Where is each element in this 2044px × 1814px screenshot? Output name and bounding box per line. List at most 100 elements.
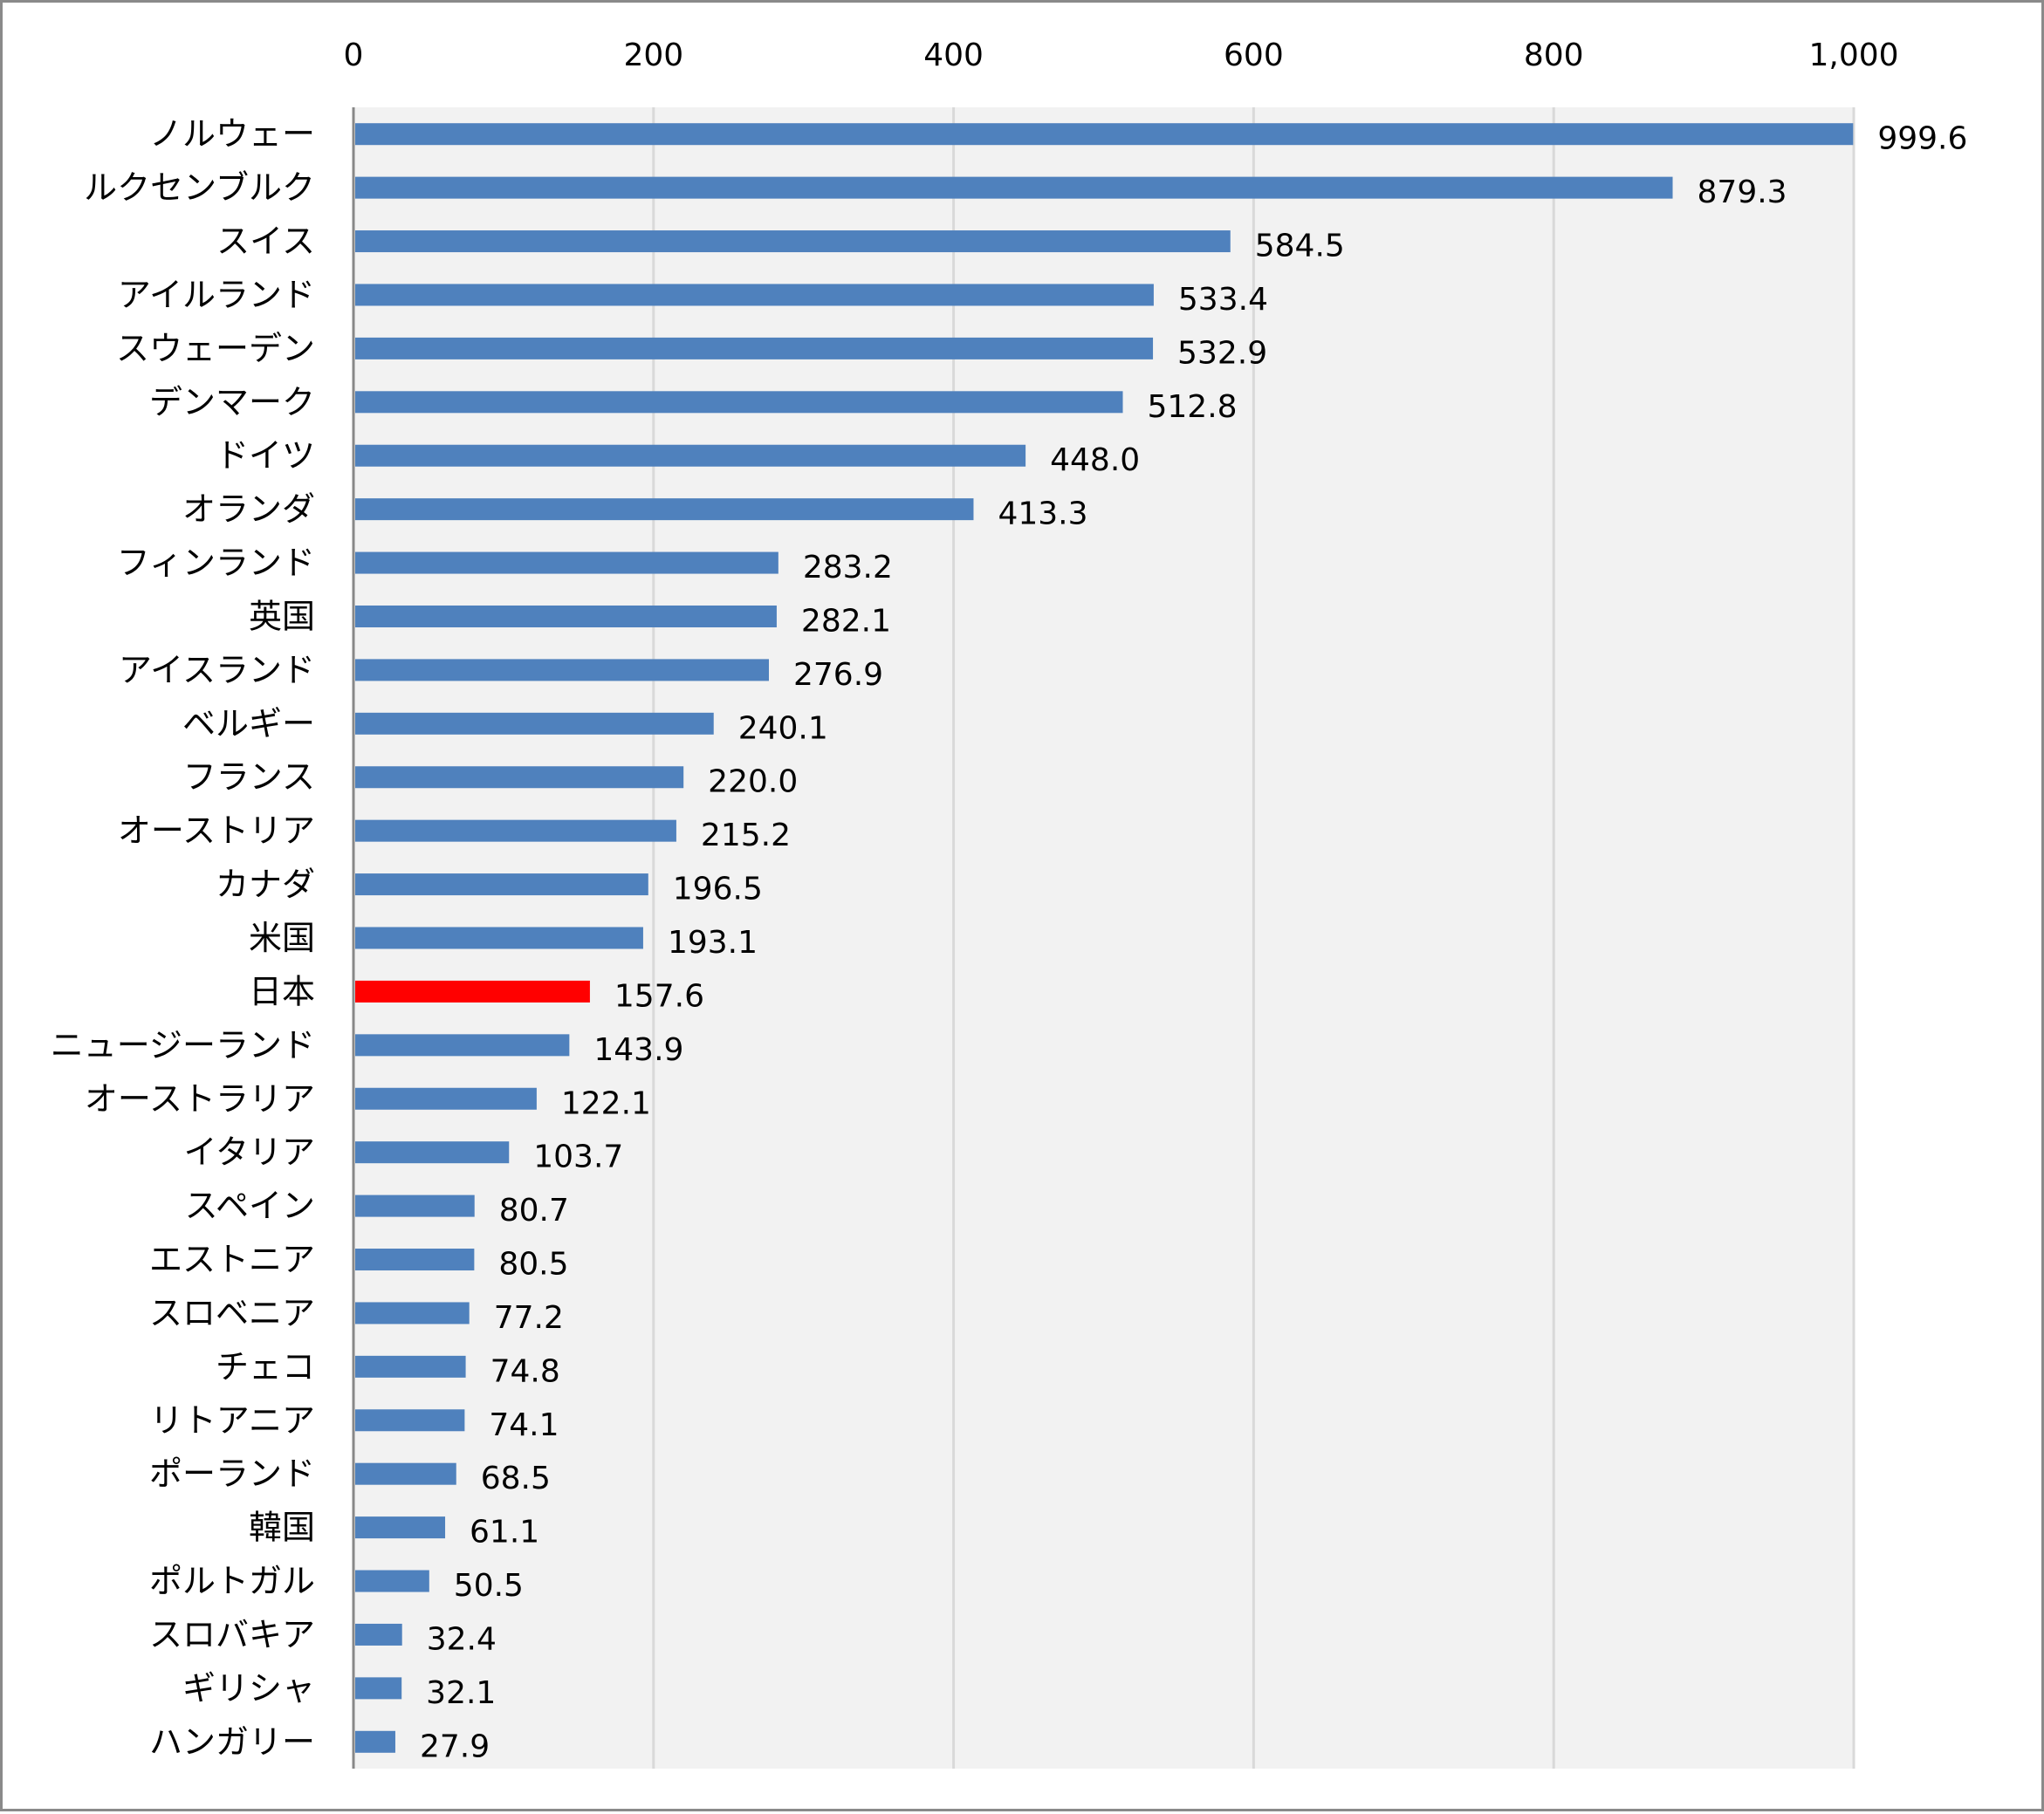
bar-series bbox=[355, 1249, 475, 1271]
data-label: 532.9 bbox=[1177, 335, 1267, 371]
bar-series bbox=[355, 1087, 537, 1110]
category-label: エストニア bbox=[149, 1241, 315, 1279]
bar-series bbox=[355, 712, 714, 735]
bar-highlight bbox=[355, 980, 590, 1003]
category-label: カナダ bbox=[216, 866, 315, 904]
category-label: ハンガリー bbox=[149, 1722, 315, 1761]
data-label: 50.5 bbox=[454, 1568, 524, 1604]
data-label: 448.0 bbox=[1050, 442, 1140, 478]
data-label: 122.1 bbox=[561, 1085, 651, 1121]
category-label: ドイツ bbox=[216, 436, 315, 475]
x-tick-label: 400 bbox=[923, 38, 984, 73]
category-label: リトアニア bbox=[150, 1401, 315, 1440]
data-label: 413.3 bbox=[998, 496, 1087, 532]
data-label: 220.0 bbox=[708, 764, 798, 800]
bar-series bbox=[355, 551, 779, 574]
bar-series bbox=[355, 819, 676, 842]
category-label: デンマーク bbox=[149, 383, 315, 421]
category-label: フランス bbox=[183, 758, 315, 797]
category-label: スロベニア bbox=[149, 1294, 315, 1332]
bar-series bbox=[355, 1195, 475, 1217]
bar-series bbox=[355, 337, 1154, 359]
category-label: スイス bbox=[216, 222, 315, 261]
category-label: オーストラリア bbox=[85, 1079, 315, 1118]
data-label: 74.1 bbox=[489, 1407, 559, 1443]
x-tick-label: 0 bbox=[344, 38, 364, 73]
bar-series bbox=[355, 873, 648, 896]
bar-series bbox=[355, 1302, 470, 1325]
data-label: 282.1 bbox=[801, 603, 891, 639]
x-tick-label: 1,000 bbox=[1808, 38, 1898, 73]
data-label: 80.5 bbox=[498, 1247, 568, 1283]
bar-series bbox=[355, 927, 643, 949]
category-label: 韓国 bbox=[249, 1509, 315, 1547]
bar-series bbox=[355, 123, 1854, 146]
data-label: 74.8 bbox=[490, 1353, 560, 1389]
bar-series bbox=[355, 498, 974, 521]
category-label: ルクセンブルク bbox=[84, 168, 315, 207]
data-label: 80.7 bbox=[499, 1193, 569, 1229]
data-label: 32.1 bbox=[426, 1675, 496, 1711]
data-label: 32.4 bbox=[427, 1621, 497, 1657]
bar-series bbox=[355, 1730, 395, 1753]
data-label: 512.8 bbox=[1148, 389, 1238, 425]
category-label: 英国 bbox=[249, 597, 315, 635]
bar-series bbox=[355, 766, 684, 789]
category-label: チェコ bbox=[216, 1347, 315, 1386]
bar-series bbox=[355, 1462, 456, 1485]
category-label: スペイン bbox=[185, 1187, 315, 1225]
data-label: 157.6 bbox=[614, 978, 704, 1014]
x-tick-label: 600 bbox=[1224, 38, 1284, 73]
data-label: 193.1 bbox=[668, 925, 758, 961]
data-label: 879.3 bbox=[1698, 175, 1787, 210]
data-label: 61.1 bbox=[470, 1515, 539, 1550]
bar-series bbox=[355, 605, 777, 627]
category-label: スウェーデン bbox=[116, 329, 315, 367]
data-label: 68.5 bbox=[481, 1461, 551, 1496]
category-label: オランダ bbox=[182, 490, 315, 529]
data-label: 999.6 bbox=[1877, 121, 1967, 157]
bar-series bbox=[355, 444, 1026, 467]
bar-series bbox=[355, 1677, 402, 1700]
category-label: ギリシャ bbox=[182, 1669, 315, 1708]
data-label: 77.2 bbox=[494, 1300, 564, 1336]
bar-series bbox=[355, 659, 769, 681]
category-label: イタリア bbox=[184, 1133, 315, 1172]
data-label: 196.5 bbox=[673, 872, 763, 907]
bar-series bbox=[355, 176, 1673, 199]
x-tick-label: 800 bbox=[1524, 38, 1584, 73]
category-label: ノルウェー bbox=[149, 115, 315, 154]
bar-series bbox=[355, 1409, 465, 1432]
bar-chart: 0 200 400 600 800 1,000 ノルウェー 999.6 ルクセンブルク 879.3… bbox=[51, 38, 1967, 1769]
category-label: フィンランド bbox=[117, 544, 315, 582]
data-label: 215.2 bbox=[701, 818, 791, 853]
bar-series bbox=[355, 391, 1123, 414]
data-label: 27.9 bbox=[420, 1728, 490, 1764]
data-label: 533.4 bbox=[1178, 282, 1268, 318]
bar-series bbox=[355, 1034, 570, 1057]
category-label: ポーランド bbox=[149, 1455, 315, 1493]
data-label: 240.1 bbox=[738, 710, 828, 746]
category-label: スロバキア bbox=[149, 1615, 315, 1653]
bar-series bbox=[355, 1516, 446, 1539]
bar-series bbox=[355, 1355, 466, 1378]
bar-series bbox=[355, 1141, 510, 1164]
category-label: ベルギー bbox=[182, 704, 315, 743]
category-label: アイスランド bbox=[119, 651, 315, 689]
bar-series bbox=[355, 284, 1154, 306]
bar-series bbox=[355, 1623, 402, 1646]
category-label: オーストリア bbox=[118, 811, 315, 850]
x-tick-label: 200 bbox=[623, 38, 683, 73]
category-label: ポルトガル bbox=[149, 1562, 315, 1600]
data-label: 276.9 bbox=[793, 657, 883, 693]
bar-series bbox=[355, 230, 1231, 253]
data-label: 103.7 bbox=[533, 1140, 623, 1175]
data-label: 584.5 bbox=[1255, 229, 1345, 264]
category-label: ニュージーランド bbox=[51, 1026, 315, 1064]
category-label: アイルランド bbox=[118, 276, 315, 314]
category-label: 日本 bbox=[249, 972, 315, 1010]
bar-series bbox=[355, 1570, 429, 1592]
data-label: 283.2 bbox=[803, 550, 893, 585]
data-label: 143.9 bbox=[593, 1032, 683, 1068]
